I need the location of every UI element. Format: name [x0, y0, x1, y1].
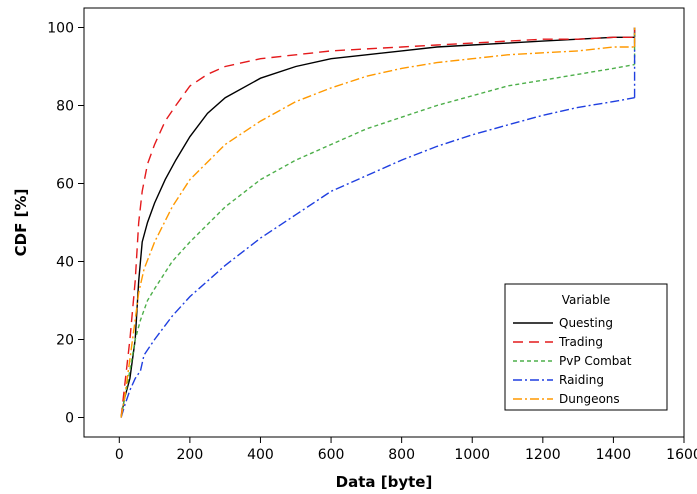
x-tick-label: 0 — [115, 447, 124, 463]
series-line-questing — [120, 36, 635, 418]
y-tick-label: 80 — [56, 99, 74, 115]
x-tick-label: 200 — [177, 447, 204, 463]
y-tick-label: 60 — [56, 177, 74, 193]
legend-box — [504, 283, 668, 411]
legend-title: Variable — [562, 293, 611, 307]
series-line-pvp-combat — [120, 63, 635, 418]
x-tick-label: 1000 — [454, 447, 490, 463]
series-line-raiding — [120, 97, 635, 418]
legend-entry: Questing — [559, 316, 613, 330]
x-tick-label: 600 — [318, 447, 345, 463]
y-tick-label: 40 — [56, 255, 74, 271]
x-tick-label: 400 — [247, 447, 274, 463]
x-tick-label: 800 — [388, 447, 415, 463]
series-lines — [120, 27, 636, 418]
legend-entry: Dungeons — [559, 392, 620, 406]
x-tick-label: 1400 — [596, 447, 632, 463]
legend-entry: Raiding — [559, 373, 604, 387]
y-tick-label: 20 — [56, 333, 74, 349]
x-axis-title: Data [byte] — [336, 473, 433, 491]
y-tick-label: 0 — [65, 411, 74, 427]
y-axis-title: CDF [%] — [12, 189, 30, 257]
legend-entry: PvP Combat — [559, 354, 632, 368]
series-line-trading — [120, 36, 635, 418]
legend: Variable Questing Trading PvP Combat Raiding… — [504, 283, 668, 411]
series-line-dungeons — [120, 46, 635, 418]
legend-entry: Trading — [558, 335, 603, 349]
x-tick-label: 1200 — [525, 447, 561, 463]
y-tick-label: 100 — [47, 21, 74, 37]
